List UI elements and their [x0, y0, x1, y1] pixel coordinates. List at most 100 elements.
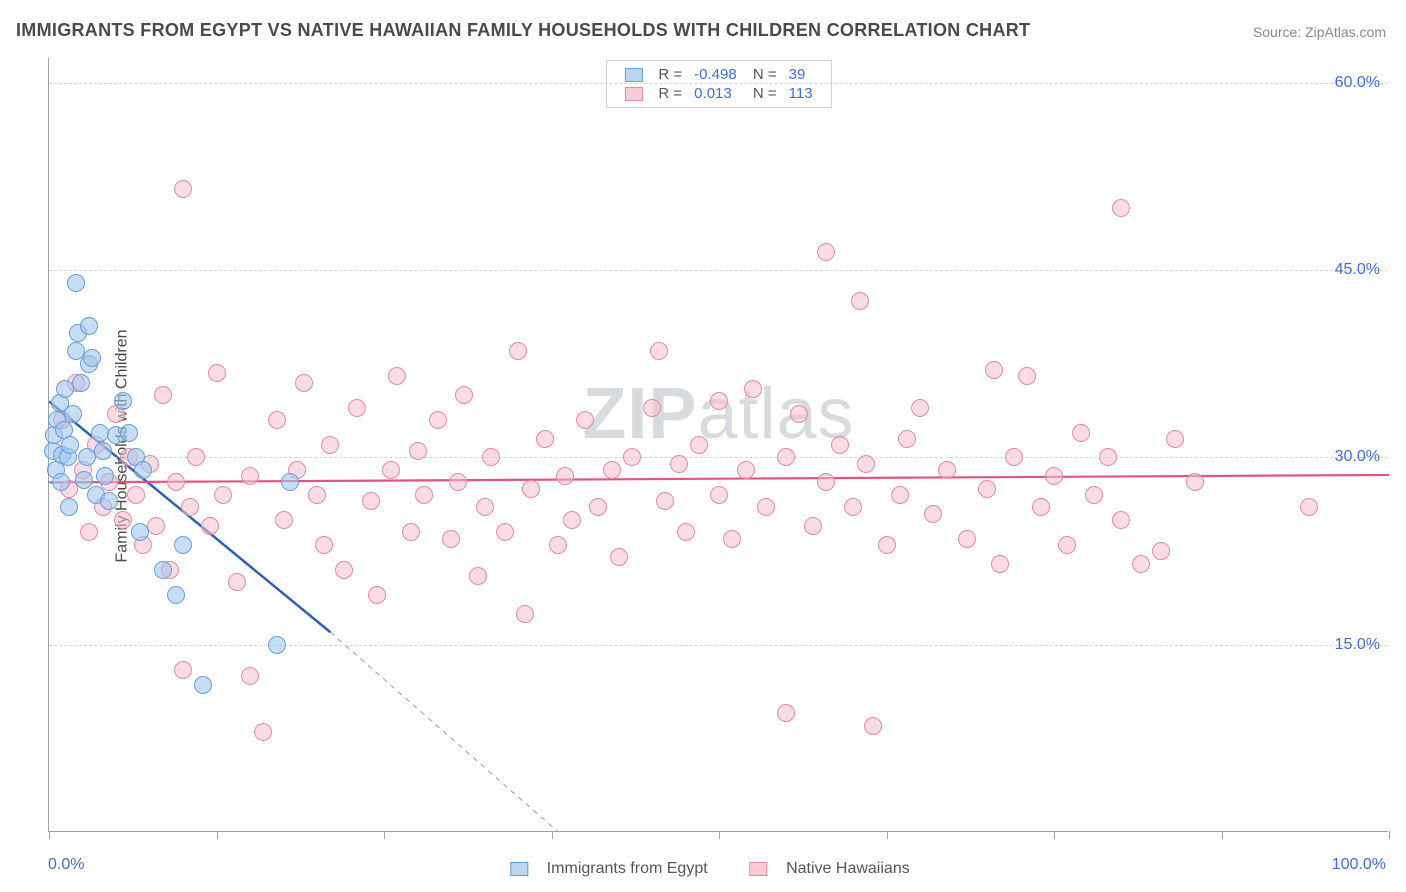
data-point — [482, 448, 500, 466]
data-point — [52, 473, 70, 491]
gridline — [49, 457, 1388, 458]
data-point — [187, 448, 205, 466]
data-point — [83, 349, 101, 367]
data-point — [181, 498, 199, 516]
data-point — [670, 455, 688, 473]
data-point — [1085, 486, 1103, 504]
data-point — [985, 361, 1003, 379]
data-point — [167, 473, 185, 491]
data-point — [114, 392, 132, 410]
data-point — [114, 511, 132, 529]
data-point — [1112, 511, 1130, 529]
data-point — [275, 511, 293, 529]
x-tick — [384, 831, 385, 839]
data-point — [1072, 424, 1090, 442]
data-point — [281, 473, 299, 491]
data-point — [362, 492, 380, 510]
data-point — [449, 473, 467, 491]
legend-row: R =-0.498 N =39 — [618, 65, 818, 84]
data-point — [556, 467, 574, 485]
data-point — [911, 399, 929, 417]
trend-lines — [49, 58, 1389, 832]
data-point — [174, 661, 192, 679]
data-point — [710, 392, 728, 410]
data-point — [857, 455, 875, 473]
x-tick — [719, 831, 720, 839]
data-point — [228, 573, 246, 591]
data-point — [650, 342, 668, 360]
data-point — [1112, 199, 1130, 217]
legend-series: Immigrants from Egypt Native Hawaiians — [482, 860, 923, 878]
data-point — [1018, 367, 1036, 385]
data-point — [67, 274, 85, 292]
data-point — [496, 523, 514, 541]
data-point — [790, 405, 808, 423]
x-tick — [1054, 831, 1055, 839]
data-point — [455, 386, 473, 404]
data-point — [690, 436, 708, 454]
data-point — [382, 461, 400, 479]
data-point — [476, 498, 494, 516]
data-point — [549, 536, 567, 554]
chart-title: IMMIGRANTS FROM EGYPT VS NATIVE HAWAIIAN… — [16, 20, 1030, 41]
data-point — [844, 498, 862, 516]
x-tick — [552, 831, 553, 839]
x-axis-max-label: 100.0% — [1332, 856, 1386, 874]
data-point — [817, 473, 835, 491]
x-tick — [887, 831, 888, 839]
data-point — [147, 517, 165, 535]
legend-item: Immigrants from Egypt — [496, 860, 707, 877]
data-point — [154, 386, 172, 404]
data-point — [415, 486, 433, 504]
data-point — [64, 405, 82, 423]
data-point — [744, 380, 762, 398]
x-tick — [49, 831, 50, 839]
data-point — [61, 436, 79, 454]
gridline — [49, 645, 1388, 646]
data-point — [831, 436, 849, 454]
data-point — [737, 461, 755, 479]
data-point — [610, 548, 628, 566]
gridline — [49, 83, 1388, 84]
data-point — [154, 561, 172, 579]
data-point — [308, 486, 326, 504]
data-point — [201, 517, 219, 535]
source-label: Source: ZipAtlas.com — [1253, 24, 1386, 40]
data-point — [174, 536, 192, 554]
data-point — [80, 523, 98, 541]
chart-container: IMMIGRANTS FROM EGYPT VS NATIVE HAWAIIAN… — [0, 0, 1406, 892]
data-point — [1058, 536, 1076, 554]
data-point — [120, 424, 138, 442]
data-point — [100, 492, 118, 510]
data-point — [268, 636, 286, 654]
data-point — [1152, 542, 1170, 560]
data-point — [516, 605, 534, 623]
data-point — [563, 511, 581, 529]
data-point — [777, 448, 795, 466]
data-point — [321, 436, 339, 454]
data-point — [241, 467, 259, 485]
plot-area: ZIPatlas R =-0.498 N =39R =0.013 N =113 … — [48, 58, 1388, 832]
gridline — [49, 270, 1388, 271]
x-axis-min-label: 0.0% — [48, 856, 84, 874]
data-point — [402, 523, 420, 541]
data-point — [1045, 467, 1063, 485]
data-point — [522, 480, 540, 498]
data-point — [241, 667, 259, 685]
data-point — [1186, 473, 1204, 491]
data-point — [254, 723, 272, 741]
data-point — [72, 374, 90, 392]
legend-item: Native Hawaiians — [736, 860, 910, 877]
y-tick-label: 45.0% — [1335, 261, 1380, 279]
data-point — [898, 430, 916, 448]
data-point — [94, 442, 112, 460]
data-point — [878, 536, 896, 554]
data-point — [1132, 555, 1150, 573]
x-tick — [1389, 831, 1390, 839]
x-tick — [1222, 831, 1223, 839]
data-point — [80, 317, 98, 335]
legend-correlation: R =-0.498 N =39R =0.013 N =113 — [605, 60, 831, 108]
data-point — [589, 498, 607, 516]
data-point — [75, 471, 93, 489]
data-point — [991, 555, 1009, 573]
